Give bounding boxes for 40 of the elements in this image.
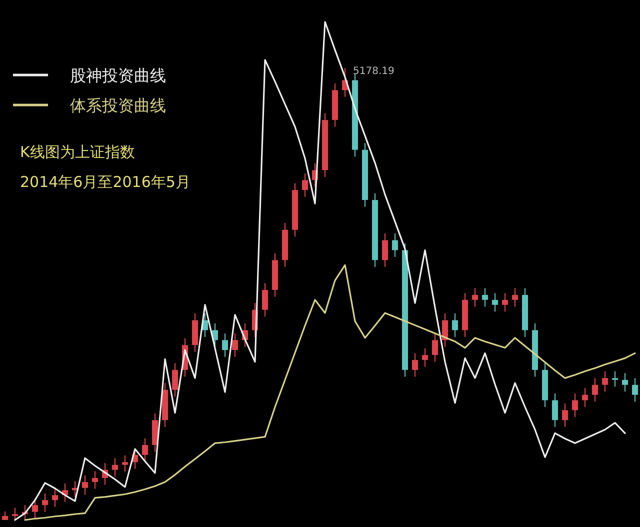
candlestick bbox=[502, 292, 508, 312]
candlestick bbox=[82, 474, 88, 496]
candlestick bbox=[112, 458, 118, 478]
candlestick bbox=[172, 362, 178, 398]
candlestick bbox=[32, 498, 38, 520]
candlestick bbox=[552, 392, 558, 428]
candlestick bbox=[442, 312, 448, 348]
candlestick bbox=[512, 288, 518, 308]
candlestick bbox=[622, 372, 628, 392]
candlestick bbox=[232, 332, 238, 358]
candlestick bbox=[302, 172, 308, 198]
annotation: K线图为上证指数 bbox=[20, 143, 135, 161]
legend-label: 股神投资曲线 bbox=[70, 66, 166, 85]
candlestick bbox=[432, 332, 438, 362]
candlestick bbox=[492, 292, 498, 312]
legend-label: 体系投资曲线 bbox=[70, 96, 166, 115]
candlestick bbox=[582, 388, 588, 408]
candlestick bbox=[92, 470, 98, 490]
candlestick bbox=[592, 378, 598, 402]
candlestick bbox=[392, 232, 398, 258]
candlestick bbox=[262, 282, 268, 318]
candlestick bbox=[422, 348, 428, 368]
candlestick bbox=[42, 492, 48, 512]
candlestick bbox=[12, 507, 18, 520]
candlestick bbox=[452, 312, 458, 338]
candlestick bbox=[412, 352, 418, 378]
candlestick bbox=[572, 392, 578, 418]
candlestick bbox=[482, 288, 488, 308]
candlestick bbox=[562, 402, 568, 428]
candlestick bbox=[122, 454, 128, 472]
candlestick bbox=[52, 488, 58, 508]
annotation: 2014年6月至2016年5月 bbox=[20, 173, 190, 191]
candlestick bbox=[382, 232, 388, 268]
candlestick bbox=[632, 378, 638, 402]
candlestick bbox=[472, 288, 478, 308]
candlestick bbox=[602, 370, 608, 392]
annotation: 5178.19 bbox=[353, 66, 394, 77]
candlestick bbox=[612, 370, 618, 388]
candlestick bbox=[142, 438, 148, 462]
candlestick bbox=[222, 332, 228, 358]
